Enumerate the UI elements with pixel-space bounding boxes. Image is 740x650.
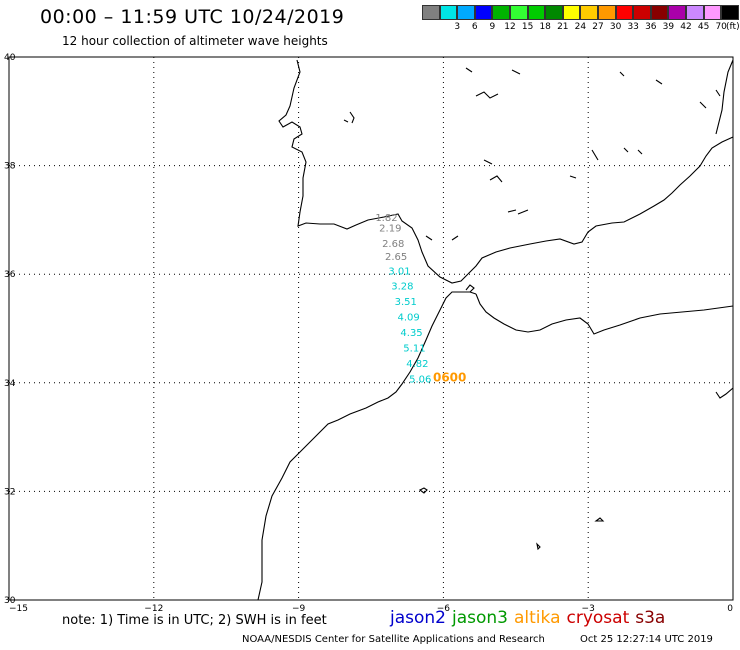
map-subtitle: 12 hour collection of altimeter wave hei… bbox=[62, 34, 328, 48]
wave-height-value: 3.51 bbox=[395, 297, 417, 308]
coastline-north-africa bbox=[475, 293, 734, 335]
legend-swatch bbox=[650, 5, 669, 20]
wave-height-value: 4.09 bbox=[398, 312, 420, 323]
lon-tick-label: −15 bbox=[9, 604, 28, 614]
legend-swatch bbox=[668, 5, 686, 20]
lon-tick-label: −6 bbox=[437, 604, 451, 614]
lat-tick-label: 40 bbox=[4, 53, 16, 63]
map-frame bbox=[8, 56, 734, 601]
legend-swatch bbox=[439, 5, 458, 20]
coastline-iberia-east bbox=[715, 59, 734, 135]
legend-swatch bbox=[545, 5, 563, 20]
legend-swatch bbox=[597, 5, 616, 20]
coastline-morocco bbox=[257, 291, 477, 601]
island-1 bbox=[418, 487, 428, 494]
legend-swatch bbox=[527, 5, 546, 20]
legend-label: 21 bbox=[557, 22, 569, 32]
legend-swatch bbox=[580, 5, 598, 20]
lat-tick-label: 30 bbox=[4, 596, 16, 606]
wave-height-value: 1.82 bbox=[375, 213, 397, 224]
generated-timestamp: Oct 25 12:27:14 UTC 2019 bbox=[580, 634, 713, 645]
coastline-gibraltar bbox=[465, 284, 475, 293]
legend-swatch bbox=[492, 5, 510, 20]
wave-height-value: 2.68 bbox=[382, 239, 404, 250]
legend-swatch bbox=[703, 5, 722, 20]
legend-label: 39 bbox=[662, 22, 675, 32]
lat-tick-label: 34 bbox=[4, 379, 16, 389]
legend-swatch bbox=[509, 5, 528, 20]
legend-label: 27 bbox=[592, 22, 604, 32]
color-legend bbox=[422, 5, 739, 20]
wave-observations: 1.822.19 2.68 2.65 3.01 3.28 3.51 4.09 4.35 5.11… bbox=[375, 213, 466, 385]
lat-tick-label: 36 bbox=[4, 270, 16, 280]
legend-swatch bbox=[633, 5, 651, 20]
wave-height-value: 2.65 bbox=[385, 252, 407, 263]
wave-height-value: 5.11 bbox=[403, 343, 425, 354]
legend-label: 15 bbox=[521, 22, 534, 32]
lat-tick-label: 32 bbox=[4, 487, 15, 497]
wave-height-value: 4.35 bbox=[400, 328, 422, 339]
wave-height-value: 3.28 bbox=[391, 281, 413, 292]
island-3 bbox=[536, 542, 541, 551]
legend-label: 30 bbox=[609, 22, 622, 32]
legend-swatch bbox=[685, 5, 704, 20]
legend-swatch bbox=[721, 5, 739, 20]
credit-line: NOAA/NESDIS Center for Satellite Applica… bbox=[242, 634, 545, 645]
island-2 bbox=[594, 517, 605, 522]
axis-ticks: −15 −12 −9 −6 −3 0 40 38 36 34 32 30 bbox=[4, 53, 733, 614]
legend-label: 42 bbox=[680, 22, 692, 32]
lat-lon-grid bbox=[9, 57, 733, 600]
coastline-portugal bbox=[278, 59, 469, 284]
wave-height-value: 3.01 bbox=[388, 267, 410, 278]
legend-swatch bbox=[422, 5, 440, 20]
legend-label: 36 bbox=[645, 22, 657, 32]
lon-tick-label: −12 bbox=[144, 604, 163, 614]
legend-unit: (ft) bbox=[726, 22, 740, 32]
satellite-name: altika bbox=[514, 608, 561, 628]
legend-swatch bbox=[562, 5, 581, 20]
coastline-bay bbox=[343, 67, 734, 399]
units-note: note: 1) Time is in UTC; 2) SWH is in fe… bbox=[62, 613, 327, 628]
legend-label: 6 bbox=[471, 22, 478, 32]
lon-tick-label: 0 bbox=[727, 604, 733, 614]
wave-height-value: 2.19 bbox=[379, 223, 401, 234]
coastlines bbox=[257, 59, 734, 601]
satellite-legend: jason2 jason3 altika cryosat s3a bbox=[390, 608, 671, 628]
legend-label: 12 bbox=[504, 22, 516, 32]
lon-tick-label: −3 bbox=[582, 604, 595, 614]
lat-tick-label: 38 bbox=[4, 162, 16, 172]
legend-label: 70 bbox=[715, 22, 727, 32]
legend-swatch bbox=[474, 5, 493, 20]
legend-labels: 3 6 9 12 15 18 21 24 27 30 33 36 39 42 45 70 (ft) bbox=[422, 22, 740, 34]
legend-swatch bbox=[615, 5, 634, 20]
legend-label: 33 bbox=[627, 22, 639, 32]
legend-label: 45 bbox=[697, 22, 710, 32]
wave-height-value: 4.82 bbox=[406, 359, 428, 370]
lon-tick-label: −9 bbox=[292, 604, 306, 614]
satellite-name: jason3 bbox=[452, 608, 508, 628]
legend-label: 24 bbox=[574, 22, 587, 32]
legend-label: 3 bbox=[454, 22, 461, 32]
satellite-name: cryosat bbox=[566, 608, 630, 628]
legend-label: 9 bbox=[489, 22, 496, 32]
satellite-name: s3a bbox=[635, 608, 666, 628]
map-title: 00:00 – 11:59 UTC 10/24/2019 bbox=[40, 6, 345, 28]
coastline-spain-south bbox=[467, 136, 734, 275]
legend-label: 18 bbox=[539, 22, 551, 32]
satellite-name: jason2 bbox=[390, 608, 446, 628]
wave-height-value: 5.06 bbox=[409, 374, 431, 385]
pass-time-label: 0600 bbox=[433, 371, 466, 385]
legend-swatch bbox=[457, 5, 475, 20]
